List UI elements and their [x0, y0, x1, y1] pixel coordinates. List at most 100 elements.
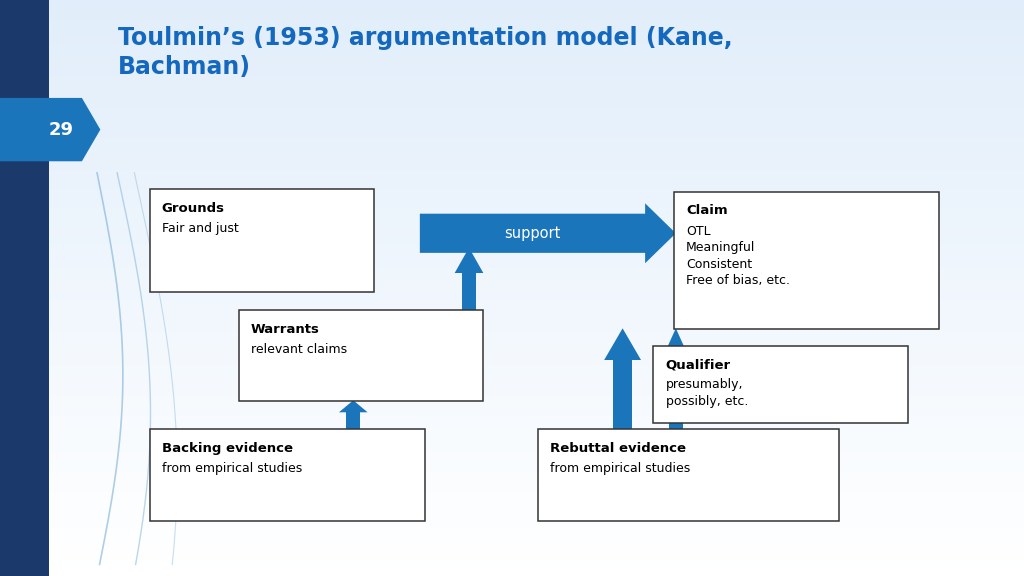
Bar: [0, 236, 1024, 239]
Bar: [0, 29, 1024, 32]
Bar: [0, 63, 1024, 66]
Bar: [0, 127, 1024, 130]
Bar: [0, 472, 1024, 475]
Bar: [0, 196, 1024, 199]
Bar: [0, 55, 1024, 58]
Bar: [0, 564, 1024, 567]
Bar: [0, 184, 1024, 187]
Bar: [0, 317, 1024, 320]
Bar: [0, 495, 1024, 498]
Bar: [0, 444, 1024, 446]
Bar: [0, 288, 1024, 291]
Bar: [0, 507, 1024, 510]
Text: Rebuttal evidence: Rebuttal evidence: [550, 442, 686, 455]
Bar: [0, 518, 1024, 521]
Bar: [0, 12, 1024, 14]
Bar: [0, 389, 1024, 392]
Bar: [0, 556, 1024, 559]
Text: Toulmin’s (1953) argumentation model (Kane,
Bachman): Toulmin’s (1953) argumentation model (Ka…: [118, 26, 732, 79]
Bar: [0, 158, 1024, 161]
Text: Grounds: Grounds: [162, 202, 225, 215]
Bar: [0, 271, 1024, 274]
Bar: [0, 337, 1024, 340]
Bar: [0, 135, 1024, 138]
Bar: [0, 14, 1024, 17]
Bar: [0, 536, 1024, 539]
Bar: [0, 81, 1024, 84]
Bar: [0, 170, 1024, 173]
Bar: [0, 305, 1024, 308]
Bar: [0, 441, 1024, 444]
Bar: [0, 524, 1024, 527]
Bar: [0, 9, 1024, 12]
Bar: [0, 475, 1024, 478]
Bar: [0, 150, 1024, 153]
Bar: [0, 190, 1024, 193]
Bar: [0, 219, 1024, 222]
Bar: [0, 181, 1024, 184]
Bar: [0, 101, 1024, 104]
Bar: [0, 239, 1024, 242]
Bar: [0, 17, 1024, 20]
Bar: [0, 374, 1024, 377]
Bar: [0, 228, 1024, 230]
Bar: [0, 484, 1024, 487]
Bar: [0, 369, 1024, 372]
Bar: [0, 435, 1024, 438]
Bar: [0, 245, 1024, 248]
Bar: [0, 86, 1024, 89]
Text: support: support: [504, 226, 561, 241]
Bar: [0, 461, 1024, 464]
Bar: [0, 550, 1024, 553]
Bar: [0, 52, 1024, 55]
Bar: [0, 541, 1024, 544]
Bar: [0, 343, 1024, 346]
Bar: [0, 412, 1024, 415]
Bar: [0, 366, 1024, 369]
Bar: [0, 132, 1024, 135]
Bar: [0, 230, 1024, 233]
Bar: [0, 156, 1024, 158]
Polygon shape: [455, 248, 483, 273]
Polygon shape: [604, 328, 641, 360]
Bar: [0, 570, 1024, 573]
Bar: [0, 429, 1024, 432]
Bar: [0, 84, 1024, 86]
Bar: [0, 259, 1024, 262]
Bar: [0, 75, 1024, 78]
Bar: [0, 446, 1024, 449]
Bar: [0, 348, 1024, 351]
Bar: [0, 383, 1024, 386]
Polygon shape: [662, 328, 690, 360]
Bar: [0, 20, 1024, 23]
Bar: [0, 179, 1024, 181]
Bar: [0, 354, 1024, 357]
Bar: [0, 3, 1024, 6]
Bar: [0, 285, 1024, 288]
Bar: [0, 173, 1024, 176]
Text: relevant claims: relevant claims: [251, 343, 347, 356]
FancyBboxPatch shape: [150, 429, 425, 521]
Bar: [0, 380, 1024, 383]
Bar: [0, 300, 1024, 302]
Bar: [0, 415, 1024, 418]
Bar: [0, 409, 1024, 412]
Bar: [0, 89, 1024, 92]
Bar: [0, 49, 1024, 52]
Bar: [0, 92, 1024, 95]
Bar: [0, 98, 1024, 101]
Bar: [0, 386, 1024, 389]
Bar: [0, 513, 1024, 516]
Text: Warrants: Warrants: [251, 323, 319, 336]
Bar: [0, 23, 1024, 26]
Bar: [0, 328, 1024, 331]
Text: from empirical studies: from empirical studies: [550, 462, 690, 475]
Bar: [0, 66, 1024, 69]
Bar: [0, 302, 1024, 305]
Bar: [0, 351, 1024, 354]
Bar: [0, 161, 1024, 164]
Bar: [0, 242, 1024, 245]
Bar: [0, 213, 1024, 216]
FancyBboxPatch shape: [239, 310, 483, 401]
Bar: [0, 279, 1024, 282]
